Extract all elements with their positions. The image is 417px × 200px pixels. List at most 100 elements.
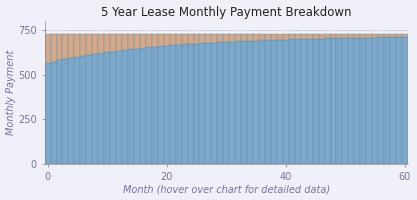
Bar <box>378 37 384 164</box>
Bar <box>128 34 134 49</box>
Bar <box>241 41 247 164</box>
Bar <box>68 34 74 58</box>
Bar <box>319 34 324 39</box>
Bar <box>57 34 63 60</box>
Bar <box>116 51 122 164</box>
Bar <box>104 34 110 52</box>
Bar <box>80 56 86 164</box>
Bar <box>193 34 199 44</box>
Bar <box>146 47 152 164</box>
Bar <box>45 63 50 164</box>
Bar <box>182 34 188 44</box>
Bar <box>289 34 295 39</box>
Bar <box>253 34 259 41</box>
Bar <box>182 44 188 164</box>
Bar <box>265 34 271 40</box>
Bar <box>295 34 301 39</box>
Bar <box>193 44 199 164</box>
Bar <box>360 34 366 38</box>
Bar <box>354 34 360 38</box>
Bar <box>366 38 372 164</box>
Bar <box>241 34 247 41</box>
Bar <box>98 34 104 53</box>
Bar <box>217 34 224 42</box>
Bar <box>152 34 158 47</box>
Y-axis label: Monthly Payment: Monthly Payment <box>5 50 15 135</box>
Bar <box>217 42 224 164</box>
Bar <box>301 34 306 39</box>
Bar <box>313 34 319 39</box>
Bar <box>384 34 390 37</box>
Bar <box>235 41 241 164</box>
Bar <box>402 37 408 164</box>
Bar <box>319 39 324 164</box>
Bar <box>289 39 295 164</box>
Bar <box>396 34 402 37</box>
Bar <box>122 34 128 50</box>
Bar <box>110 34 116 52</box>
Bar <box>122 50 128 164</box>
Bar <box>176 34 182 45</box>
Bar <box>378 34 384 37</box>
Bar <box>324 34 331 38</box>
Bar <box>164 34 170 46</box>
Bar <box>110 52 116 164</box>
Bar <box>74 57 80 164</box>
Bar <box>170 45 176 164</box>
Bar <box>360 38 366 164</box>
Bar <box>271 40 277 164</box>
Bar <box>283 34 289 40</box>
Bar <box>390 34 396 37</box>
Bar <box>152 47 158 164</box>
Bar <box>271 34 277 40</box>
Bar <box>283 40 289 164</box>
Bar <box>372 34 378 38</box>
Bar <box>354 38 360 164</box>
Bar <box>211 34 217 43</box>
Bar <box>164 46 170 164</box>
Bar <box>277 34 283 40</box>
Bar <box>206 34 211 43</box>
Title: 5 Year Lease Monthly Payment Breakdown: 5 Year Lease Monthly Payment Breakdown <box>101 6 352 19</box>
Bar <box>134 34 140 49</box>
Bar <box>402 34 408 37</box>
Bar <box>86 55 92 164</box>
Bar <box>253 41 259 164</box>
Bar <box>199 43 206 164</box>
Bar <box>116 34 122 51</box>
Bar <box>229 34 235 42</box>
Bar <box>63 59 68 164</box>
Bar <box>390 37 396 164</box>
Bar <box>265 40 271 164</box>
Bar <box>146 34 152 47</box>
Bar <box>158 34 164 46</box>
Bar <box>92 34 98 54</box>
Bar <box>331 38 337 164</box>
Bar <box>188 44 193 164</box>
Bar <box>324 38 331 164</box>
Bar <box>188 34 193 44</box>
Bar <box>348 34 354 38</box>
Bar <box>134 49 140 164</box>
Bar <box>57 60 63 164</box>
Bar <box>396 37 402 164</box>
Bar <box>277 40 283 164</box>
Bar <box>247 34 253 41</box>
Bar <box>337 38 342 164</box>
Bar <box>140 34 146 48</box>
Bar <box>68 58 74 164</box>
Bar <box>259 40 265 164</box>
Bar <box>45 34 50 63</box>
Bar <box>92 54 98 164</box>
Bar <box>140 48 146 164</box>
Bar <box>224 34 229 42</box>
Bar <box>337 34 342 38</box>
Bar <box>128 49 134 164</box>
Bar <box>206 43 211 164</box>
Bar <box>372 38 378 164</box>
Bar <box>211 43 217 164</box>
X-axis label: Month (hover over chart for detailed data): Month (hover over chart for detailed dat… <box>123 184 330 194</box>
Bar <box>98 53 104 164</box>
Bar <box>366 34 372 38</box>
Bar <box>384 37 390 164</box>
